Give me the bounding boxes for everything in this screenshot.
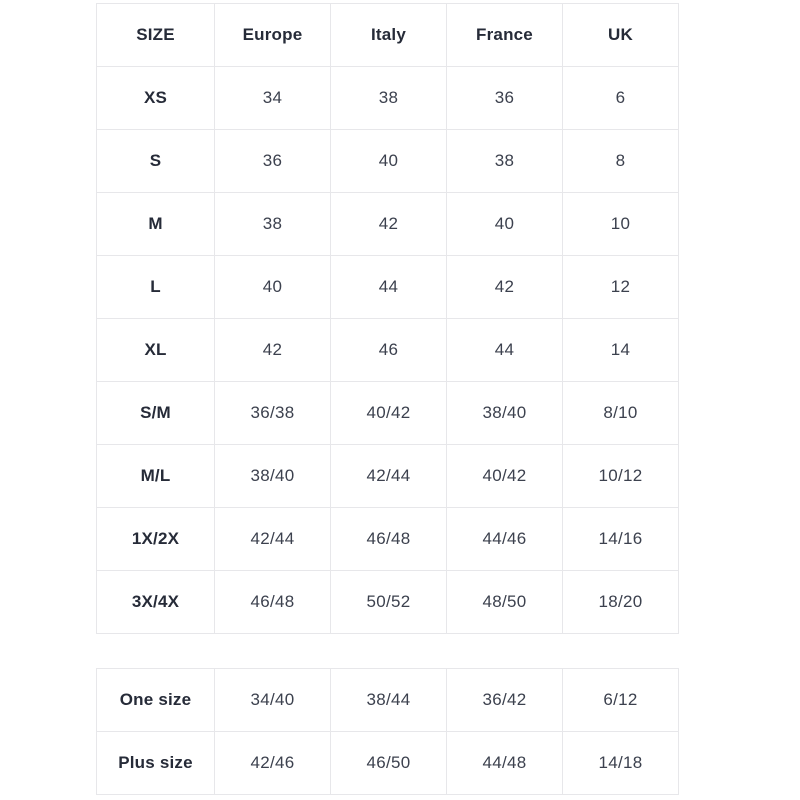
table-body: XS 34 38 36 6 S 36 40 38 8 M 38 42 40 10 [96, 66, 679, 634]
table-header-row: SIZE Europe Italy France UK [96, 3, 679, 67]
table-row: M 38 42 40 10 [96, 192, 679, 256]
cell-italy: 46/50 [330, 731, 447, 795]
cell-italy: 46/48 [330, 507, 447, 571]
cell-france: 44 [446, 318, 563, 382]
row-label-size: XL [96, 318, 215, 382]
cell-italy: 40 [330, 129, 447, 193]
cell-italy: 38/44 [330, 668, 447, 732]
cell-france: 44/48 [446, 731, 563, 795]
table-row: XL 42 46 44 14 [96, 318, 679, 382]
column-header-europe: Europe [214, 3, 331, 67]
cell-italy: 38 [330, 66, 447, 130]
cell-uk: 14/16 [562, 507, 679, 571]
cell-uk: 10/12 [562, 444, 679, 508]
table-row: S 36 40 38 8 [96, 129, 679, 193]
table-row: S/M 36/38 40/42 38/40 8/10 [96, 381, 679, 445]
table-row: Plus size 42/46 46/50 44/48 14/18 [96, 731, 679, 795]
table-row: M/L 38/40 42/44 40/42 10/12 [96, 444, 679, 508]
one-size-plus-size-table: One size 34/40 38/44 36/42 6/12 Plus siz… [96, 668, 679, 795]
cell-europe: 34/40 [214, 668, 331, 732]
cell-europe: 38 [214, 192, 331, 256]
cell-uk: 14 [562, 318, 679, 382]
row-label-size: XS [96, 66, 215, 130]
table-row: XS 34 38 36 6 [96, 66, 679, 130]
cell-europe: 46/48 [214, 570, 331, 634]
cell-france: 36 [446, 66, 563, 130]
row-label-size: S [96, 129, 215, 193]
column-header-uk: UK [562, 3, 679, 67]
cell-france: 38 [446, 129, 563, 193]
row-label-size: M [96, 192, 215, 256]
column-header-size: SIZE [96, 3, 215, 67]
cell-france: 40/42 [446, 444, 563, 508]
cell-europe: 36/38 [214, 381, 331, 445]
cell-europe: 42/44 [214, 507, 331, 571]
size-conversion-table: SIZE Europe Italy France UK XS 34 38 36 … [96, 3, 679, 634]
cell-europe: 36 [214, 129, 331, 193]
table-body: One size 34/40 38/44 36/42 6/12 Plus siz… [96, 668, 679, 795]
cell-uk: 8/10 [562, 381, 679, 445]
row-label-size: 1X/2X [96, 507, 215, 571]
cell-europe: 34 [214, 66, 331, 130]
table-row: One size 34/40 38/44 36/42 6/12 [96, 668, 679, 732]
cell-france: 42 [446, 255, 563, 319]
cell-europe: 40 [214, 255, 331, 319]
cell-uk: 6/12 [562, 668, 679, 732]
cell-france: 44/46 [446, 507, 563, 571]
cell-uk: 12 [562, 255, 679, 319]
cell-italy: 42/44 [330, 444, 447, 508]
cell-italy: 46 [330, 318, 447, 382]
cell-italy: 40/42 [330, 381, 447, 445]
table-row: 3X/4X 46/48 50/52 48/50 18/20 [96, 570, 679, 634]
cell-europe: 38/40 [214, 444, 331, 508]
cell-uk: 10 [562, 192, 679, 256]
row-label-size: One size [96, 668, 215, 732]
row-label-size: Plus size [96, 731, 215, 795]
cell-france: 40 [446, 192, 563, 256]
cell-italy: 44 [330, 255, 447, 319]
cell-italy: 42 [330, 192, 447, 256]
cell-europe: 42 [214, 318, 331, 382]
row-label-size: M/L [96, 444, 215, 508]
cell-france: 36/42 [446, 668, 563, 732]
cell-europe: 42/46 [214, 731, 331, 795]
cell-france: 48/50 [446, 570, 563, 634]
column-header-france: France [446, 3, 563, 67]
cell-uk: 6 [562, 66, 679, 130]
cell-uk: 8 [562, 129, 679, 193]
cell-uk: 18/20 [562, 570, 679, 634]
row-label-size: S/M [96, 381, 215, 445]
row-label-size: L [96, 255, 215, 319]
table-row: L 40 44 42 12 [96, 255, 679, 319]
table-row: 1X/2X 42/44 46/48 44/46 14/16 [96, 507, 679, 571]
table-header: SIZE Europe Italy France UK [96, 3, 679, 67]
cell-uk: 14/18 [562, 731, 679, 795]
cell-italy: 50/52 [330, 570, 447, 634]
column-header-italy: Italy [330, 3, 447, 67]
cell-france: 38/40 [446, 381, 563, 445]
row-label-size: 3X/4X [96, 570, 215, 634]
